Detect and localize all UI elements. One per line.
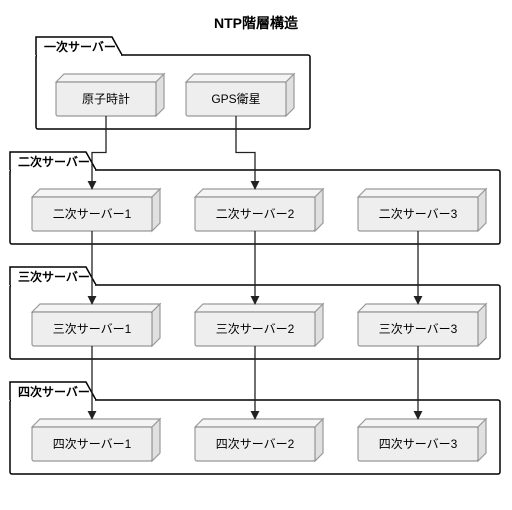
- node-label-s3b: 三次サーバー2: [216, 322, 295, 336]
- edge-atom-s2a: [92, 116, 106, 189]
- node-atom: 原子時計: [56, 74, 164, 116]
- node-s4c: 四次サーバー3: [358, 419, 486, 461]
- node-label-atom: 原子時計: [82, 91, 130, 106]
- node-label-s4b: 四次サーバー2: [216, 437, 295, 451]
- node-label-gps: GPS衛星: [211, 92, 260, 106]
- group-label-g3: 三次サーバー: [18, 269, 90, 284]
- node-s3c: 三次サーバー3: [358, 304, 486, 346]
- node-gps: GPS衛星: [186, 74, 294, 116]
- node-label-s2a: 二次サーバー1: [53, 207, 132, 221]
- node-label-s2c: 二次サーバー3: [379, 207, 458, 221]
- node-s4a: 四次サーバー1: [32, 419, 160, 461]
- node-s2c: 二次サーバー3: [358, 189, 486, 231]
- node-s2b: 二次サーバー2: [195, 189, 323, 231]
- node-s2a: 二次サーバー1: [32, 189, 160, 231]
- node-s3a: 三次サーバー1: [32, 304, 160, 346]
- diagram-title: NTP階層構造: [214, 15, 298, 31]
- edge-gps-s2b: [236, 116, 255, 189]
- group-label-g1: 一次サーバー: [44, 39, 116, 54]
- node-s3b: 三次サーバー2: [195, 304, 323, 346]
- node-s4b: 四次サーバー2: [195, 419, 323, 461]
- node-label-s2b: 二次サーバー2: [216, 207, 295, 221]
- node-label-s3a: 三次サーバー1: [53, 322, 132, 336]
- node-label-s4c: 四次サーバー3: [379, 437, 458, 451]
- group-label-g4: 四次サーバー: [18, 384, 90, 399]
- group-label-g2: 二次サーバー: [18, 154, 90, 169]
- node-label-s3c: 三次サーバー3: [379, 322, 458, 336]
- node-label-s4a: 四次サーバー1: [53, 437, 132, 451]
